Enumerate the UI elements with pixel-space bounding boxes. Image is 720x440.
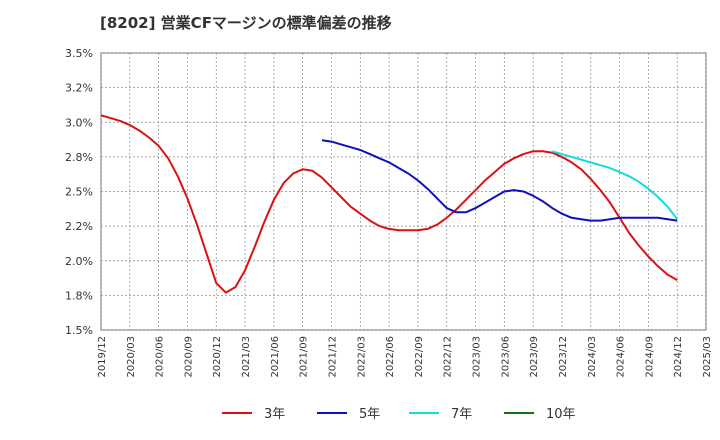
plot-frame <box>100 52 707 331</box>
x-tick-label: 2023/12 <box>558 336 569 378</box>
x-tick-label: 2019/12 <box>97 336 108 378</box>
chart-title: [8202] 営業CFマージンの標準偏差の推移 <box>100 14 392 32</box>
y-tick-label: 2.8% <box>65 151 93 164</box>
x-tick-label: 2024/06 <box>616 336 627 378</box>
y-tick-label: 1.8% <box>65 289 93 302</box>
y-tick-label: 3.5% <box>65 47 93 60</box>
x-tick-label: 2023/09 <box>529 336 540 378</box>
y-tick-label: 3.2% <box>65 82 93 95</box>
legend: 3年 5年 7年 10年 <box>222 407 576 422</box>
x-tick-label: 2020/12 <box>212 336 223 378</box>
y-tick-label: 2.2% <box>65 220 93 233</box>
y-tick-label: 3.0% <box>65 116 93 129</box>
legend-label: 7年 <box>451 407 472 422</box>
x-tick-label: 2020/03 <box>126 336 137 378</box>
x-tick-label: 2022/12 <box>443 336 454 378</box>
axes: 3.5% 3.2% 3.0% 2.8% 2.5% 2.2% 2.0% 1.8% 1.5% 2019… <box>65 47 713 378</box>
legend-label: 3年 <box>264 407 285 422</box>
series-line-7年 <box>552 150 678 220</box>
x-tick-label: 2024/09 <box>644 336 655 378</box>
x-tick-label: 2022/09 <box>414 336 425 378</box>
x-tick-label: 2021/09 <box>299 336 310 378</box>
legend-label: 10年 <box>546 407 576 422</box>
x-tick-label: 2021/03 <box>241 336 252 378</box>
x-tick-label: 2025/03 <box>702 336 713 378</box>
x-tick-label: 2024/03 <box>587 336 598 378</box>
grid-lines <box>100 52 707 331</box>
series-line-3年 <box>100 114 678 294</box>
x-tick-label: 2022/06 <box>385 336 396 378</box>
x-tick-label: 2023/06 <box>500 336 511 378</box>
x-tick-label: 2024/12 <box>673 336 684 378</box>
x-tick-label: 2023/03 <box>472 336 483 378</box>
x-tick-label: 2021/12 <box>327 336 338 378</box>
x-tick-label: 2022/03 <box>356 336 367 378</box>
y-tick-label: 1.5% <box>65 324 93 337</box>
y-tick-label: 2.5% <box>65 186 93 199</box>
x-tick-label: 2020/09 <box>183 336 194 378</box>
series-lines <box>100 114 678 294</box>
x-tick-label: 2020/06 <box>155 336 166 378</box>
legend-label: 5年 <box>359 407 380 422</box>
y-tick-label: 2.0% <box>65 255 93 268</box>
x-tick-label: 2021/06 <box>270 336 281 378</box>
series-line-5年 <box>321 139 678 222</box>
